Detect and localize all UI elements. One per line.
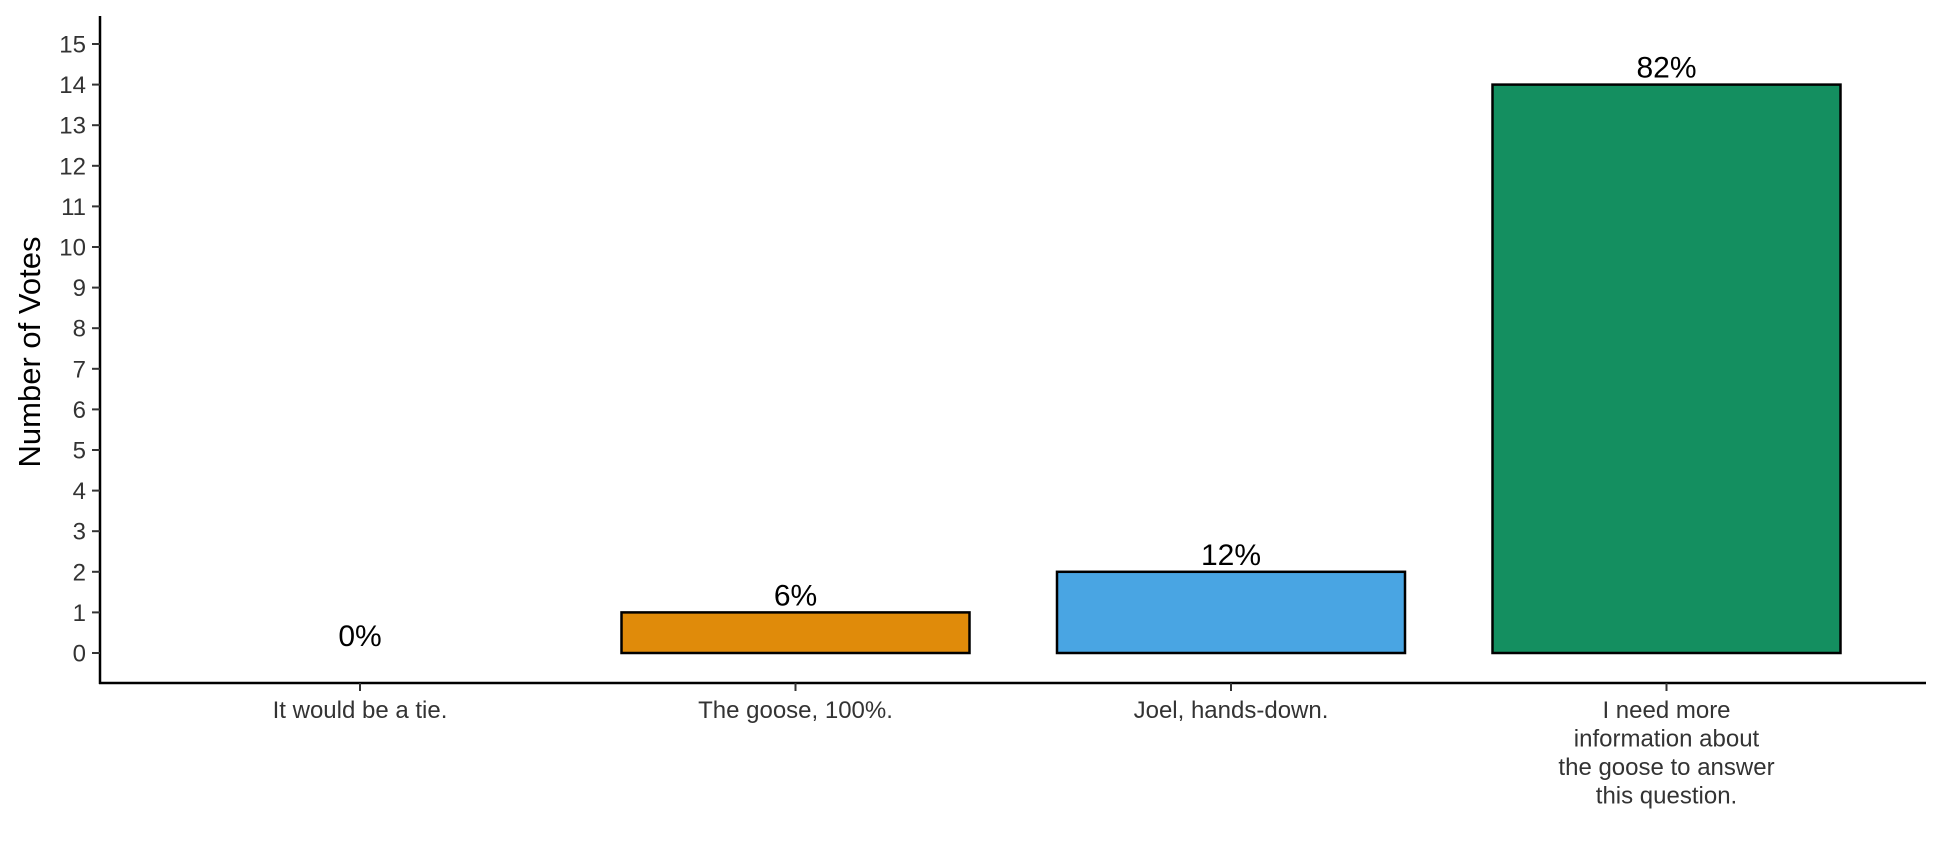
- bar: [1491, 83, 1842, 655]
- x-tick-label-line: It would be a tie.: [273, 697, 448, 724]
- x-tick-label-line: information about: [1574, 726, 1760, 753]
- bar: [1055, 570, 1407, 655]
- y-axis-title: Number of Votes: [12, 237, 47, 468]
- y-tick-label: 15: [59, 32, 86, 59]
- x-tick-label-line: the goose to answer: [1558, 754, 1774, 781]
- y-tick-label: 13: [59, 113, 86, 140]
- y-tick-label: 0: [73, 641, 86, 668]
- y-tick-label: 6: [73, 397, 86, 424]
- x-tick-label: The goose, 100%.: [698, 697, 893, 724]
- y-tick-label: 3: [73, 519, 86, 546]
- y-tick-label: 1: [73, 600, 86, 627]
- y-tick-label: 5: [73, 438, 86, 465]
- x-tick-label: I need more information about the goose to…: [1558, 697, 1774, 810]
- y-tick-label: 12: [59, 153, 86, 180]
- y-tick-label: 2: [73, 559, 86, 586]
- x-tick-label-line: this question.: [1596, 783, 1737, 810]
- y-tick-label: 8: [73, 316, 86, 343]
- data-label: 82%: [1636, 52, 1696, 85]
- data-label: 12%: [1201, 539, 1261, 572]
- y-tick-label: 7: [73, 356, 86, 383]
- bar: [620, 611, 971, 655]
- y-tick-label: 14: [59, 72, 86, 99]
- x-tick-label-line: Joel, hands-down.: [1134, 697, 1329, 724]
- data-label: 6%: [774, 579, 817, 612]
- x-tick-label-line: The goose, 100%.: [698, 697, 893, 724]
- y-tick-label: 4: [73, 478, 86, 505]
- y-tick-label: 11: [61, 194, 86, 221]
- x-tick-label-line: I need more: [1602, 697, 1730, 724]
- y-tick-label: 10: [59, 235, 86, 262]
- y-tick-label: 9: [73, 275, 86, 302]
- x-tick-label: Joel, hands-down.: [1134, 697, 1329, 724]
- x-tick-label: It would be a tie.: [273, 697, 448, 724]
- data-label: 0%: [338, 620, 381, 653]
